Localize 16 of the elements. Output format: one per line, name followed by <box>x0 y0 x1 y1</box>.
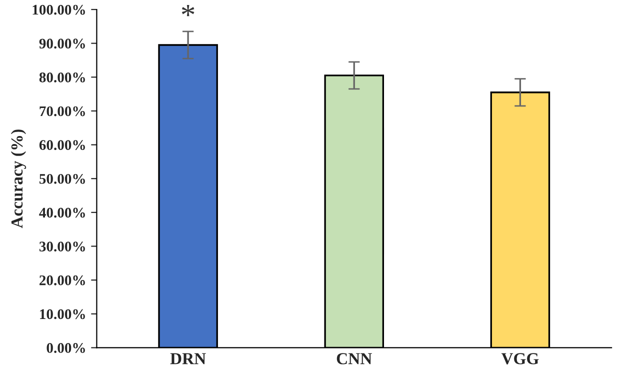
x-tick-label: DRN <box>170 353 206 364</box>
annotation: * <box>182 4 194 16</box>
y-tick-label: 30.00% <box>39 242 85 252</box>
y-tick-label: 50.00% <box>39 174 85 184</box>
y-axis-title: Accuracy (%) <box>10 130 26 228</box>
y-tick-label: 90.00% <box>39 38 85 49</box>
x-tick-label: CNN <box>336 353 372 364</box>
y-tick-label: 100.00% <box>32 4 85 15</box>
y-tick-label: 60.00% <box>39 140 85 150</box>
y-tick-label: 20.00% <box>40 275 85 286</box>
y-tick-label: 10.00% <box>40 309 85 320</box>
x-tick-label: VGG <box>501 353 539 364</box>
y-tick-label: 40.00% <box>39 208 85 218</box>
y-tick-label: 80.00% <box>39 72 85 82</box>
y-tick-label: 70.00% <box>40 106 85 116</box>
y-tick-label: 0.00% <box>46 343 85 353</box>
